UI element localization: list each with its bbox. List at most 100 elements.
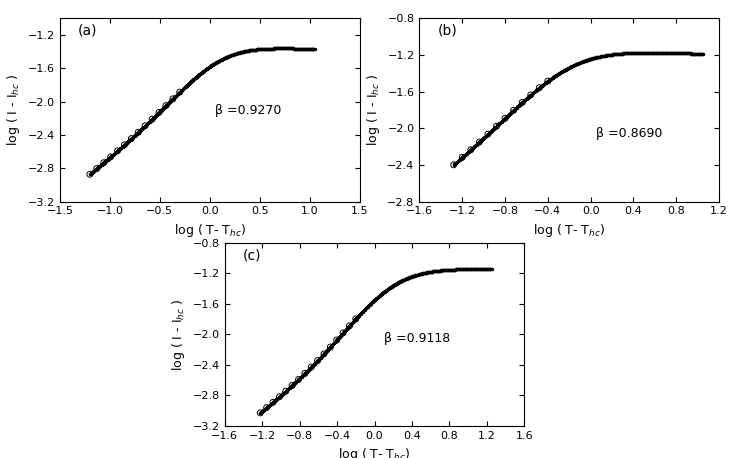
Point bbox=[240, 48, 252, 55]
Point bbox=[552, 71, 564, 78]
Point bbox=[518, 97, 530, 104]
Point bbox=[255, 409, 267, 416]
Point bbox=[258, 406, 270, 413]
Point bbox=[343, 322, 355, 330]
Point bbox=[131, 130, 143, 137]
Point bbox=[466, 266, 478, 273]
Point bbox=[536, 82, 548, 90]
Point bbox=[649, 49, 661, 56]
Point bbox=[611, 50, 623, 58]
Point bbox=[363, 302, 374, 309]
Point bbox=[318, 351, 330, 358]
Point bbox=[427, 268, 439, 275]
Point bbox=[390, 280, 402, 287]
Point bbox=[302, 45, 314, 52]
Point bbox=[464, 147, 476, 155]
Point bbox=[227, 51, 239, 58]
Point bbox=[134, 127, 146, 134]
Point bbox=[254, 45, 266, 53]
Point bbox=[551, 71, 563, 78]
Point bbox=[518, 97, 530, 104]
Point bbox=[428, 267, 440, 275]
Point bbox=[458, 152, 470, 159]
Point bbox=[544, 76, 556, 84]
Point bbox=[133, 128, 145, 135]
Point bbox=[255, 45, 267, 53]
Point bbox=[154, 108, 166, 115]
Point bbox=[567, 62, 579, 70]
Text: (c): (c) bbox=[243, 248, 261, 262]
Point bbox=[341, 325, 353, 332]
Point bbox=[296, 373, 308, 380]
Point bbox=[296, 372, 308, 380]
Point bbox=[497, 117, 509, 124]
Point bbox=[583, 56, 595, 63]
Point bbox=[529, 88, 541, 95]
Point bbox=[130, 131, 142, 138]
Point bbox=[691, 50, 703, 57]
Point bbox=[568, 61, 580, 69]
Point bbox=[519, 97, 531, 104]
Point bbox=[541, 78, 553, 86]
Point bbox=[643, 49, 655, 56]
Point bbox=[597, 52, 609, 60]
Point bbox=[91, 165, 103, 172]
Point bbox=[260, 405, 272, 412]
Point bbox=[130, 131, 142, 138]
Point bbox=[291, 45, 303, 52]
Point bbox=[300, 368, 312, 376]
Point bbox=[464, 266, 476, 273]
Point bbox=[207, 60, 219, 68]
Point bbox=[349, 316, 361, 323]
Point bbox=[229, 50, 241, 57]
Point bbox=[292, 376, 304, 383]
Point bbox=[382, 286, 394, 293]
Point bbox=[598, 52, 610, 60]
Point bbox=[403, 274, 415, 281]
Point bbox=[281, 387, 293, 394]
Point bbox=[668, 49, 680, 57]
Point bbox=[440, 267, 452, 274]
Point bbox=[283, 45, 295, 52]
Point bbox=[300, 368, 312, 375]
Point bbox=[139, 122, 151, 130]
Point bbox=[476, 136, 488, 144]
Point bbox=[297, 371, 309, 378]
Point bbox=[455, 154, 467, 162]
Point bbox=[112, 147, 124, 154]
Point bbox=[475, 137, 487, 144]
Point bbox=[533, 85, 545, 93]
Point bbox=[580, 57, 592, 64]
Point bbox=[287, 45, 299, 52]
Point bbox=[331, 336, 343, 343]
Point bbox=[87, 168, 99, 175]
Point bbox=[249, 46, 261, 53]
Point bbox=[477, 265, 489, 273]
Point bbox=[515, 100, 527, 107]
Point bbox=[626, 49, 638, 57]
Point bbox=[502, 112, 514, 120]
Point bbox=[109, 150, 121, 158]
Point bbox=[627, 49, 639, 57]
Point bbox=[667, 49, 679, 57]
Point bbox=[389, 281, 401, 288]
Point bbox=[594, 53, 606, 60]
Point bbox=[584, 55, 596, 63]
Point bbox=[178, 84, 190, 92]
Point bbox=[428, 267, 440, 275]
Point bbox=[415, 270, 427, 278]
Point bbox=[605, 51, 617, 58]
Point bbox=[122, 138, 134, 145]
Text: (a): (a) bbox=[78, 24, 97, 38]
Point bbox=[632, 49, 644, 56]
Point bbox=[454, 266, 466, 273]
Point bbox=[458, 266, 470, 273]
Point bbox=[398, 276, 410, 284]
Point bbox=[303, 45, 315, 52]
Point bbox=[507, 108, 519, 115]
Point bbox=[270, 397, 282, 404]
Point bbox=[225, 52, 237, 59]
Point bbox=[148, 114, 160, 122]
Point bbox=[223, 52, 235, 60]
Point bbox=[205, 62, 217, 69]
